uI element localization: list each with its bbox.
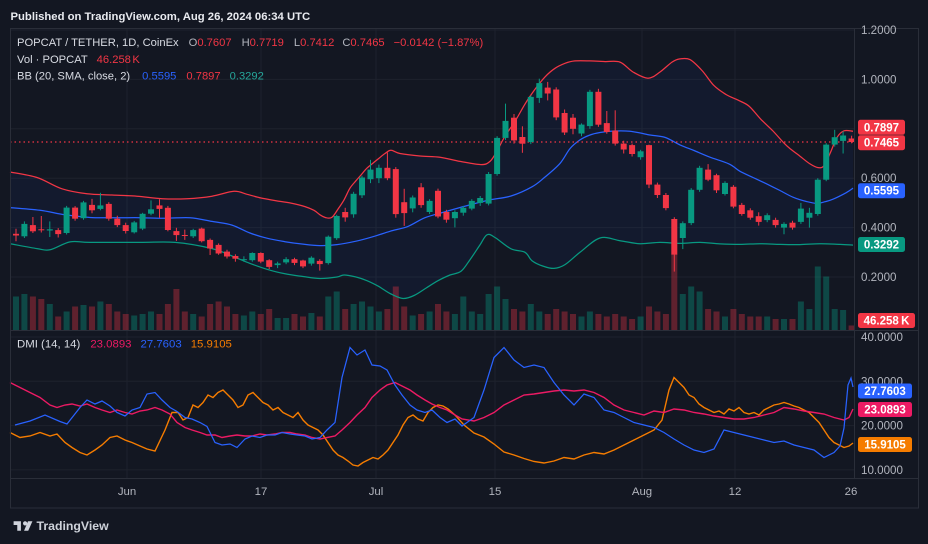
- svg-text:0.3292: 0.3292: [864, 240, 899, 252]
- svg-text:Published on TradingView.com,: Published on TradingView.com, Aug 26, 20…: [11, 11, 311, 23]
- svg-text:15: 15: [489, 486, 502, 498]
- svg-text:23.0893: 23.0893: [864, 405, 906, 417]
- svg-text:Aug: Aug: [632, 486, 652, 498]
- svg-text:26: 26: [845, 486, 858, 498]
- svg-text:10.0000: 10.0000: [861, 464, 903, 477]
- svg-text:12: 12: [729, 486, 742, 498]
- svg-text:46.258 K: 46.258 K: [864, 316, 910, 328]
- svg-text:Jun: Jun: [118, 486, 136, 498]
- svg-text:20.0000: 20.0000: [861, 420, 903, 433]
- svg-text:17: 17: [255, 486, 268, 498]
- svg-text:TradingView: TradingView: [37, 519, 110, 533]
- svg-text:Jul: Jul: [369, 486, 384, 498]
- svg-text:40.0000: 40.0000: [861, 331, 903, 344]
- svg-text:0.7465: 0.7465: [864, 138, 900, 150]
- svg-text:1.2000: 1.2000: [861, 24, 896, 37]
- svg-text:0.6000: 0.6000: [861, 172, 896, 185]
- svg-text:0.4000: 0.4000: [861, 222, 896, 235]
- svg-text:0.2000: 0.2000: [861, 271, 896, 284]
- svg-text:0.5595: 0.5595: [864, 186, 900, 198]
- svg-text:0.7897: 0.7897: [864, 122, 899, 134]
- svg-text:15.9105: 15.9105: [864, 440, 906, 452]
- svg-text:27.7603: 27.7603: [864, 386, 906, 398]
- svg-text:1.0000: 1.0000: [861, 73, 896, 86]
